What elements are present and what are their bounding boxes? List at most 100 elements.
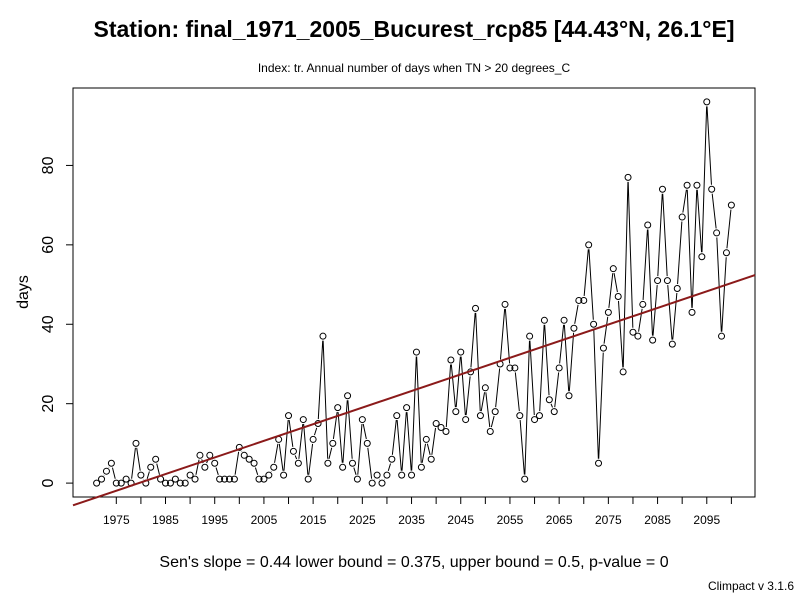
version-text: Climpact v 3.1.6 <box>708 579 794 593</box>
data-point <box>516 412 524 420</box>
data-point <box>299 416 307 424</box>
data-point <box>609 265 617 273</box>
data-point <box>422 435 430 443</box>
data-point <box>176 479 184 487</box>
y-tick-label: 80 <box>40 156 57 174</box>
data-point <box>171 475 179 483</box>
data-point <box>240 451 248 459</box>
data-point <box>599 344 607 352</box>
y-tick-label: 0 <box>40 479 57 488</box>
data-point <box>363 439 371 447</box>
data-point <box>673 285 681 293</box>
data-point <box>526 332 534 340</box>
data-point <box>506 364 514 372</box>
y-tick-label: 40 <box>40 315 57 333</box>
data-point <box>339 463 347 471</box>
data-point <box>260 475 268 483</box>
data-point <box>230 475 238 483</box>
data-point <box>713 229 721 237</box>
x-tick-label: 1975 <box>103 513 130 527</box>
x-tick-label: 2025 <box>349 513 376 527</box>
data-point <box>294 459 302 467</box>
data-point <box>250 459 258 467</box>
data-point <box>604 308 612 316</box>
data-point <box>398 471 406 479</box>
data-point <box>457 348 465 356</box>
data-point <box>137 471 145 479</box>
data-point <box>403 404 411 412</box>
chart-title: Station: final_1971_2005_Bucurest_rcp85 … <box>94 16 735 42</box>
data-point <box>383 471 391 479</box>
data-point <box>535 412 543 420</box>
data-point <box>555 364 563 372</box>
series-layer <box>93 98 735 487</box>
data-point <box>678 213 686 221</box>
data-point <box>221 475 229 483</box>
data-point <box>93 479 101 487</box>
chart-subtitle: Index: tr. Annual number of days when TN… <box>258 61 571 75</box>
data-point <box>152 455 160 463</box>
data-point <box>378 479 386 487</box>
data-point <box>437 424 445 432</box>
data-point <box>255 475 263 483</box>
data-point <box>132 439 140 447</box>
data-point <box>265 471 273 479</box>
data-point <box>575 296 583 304</box>
y-tick-label: 20 <box>40 395 57 413</box>
y-tick-label: 60 <box>40 236 57 254</box>
data-point <box>196 451 204 459</box>
data-point <box>245 455 253 463</box>
data-point <box>595 459 603 467</box>
data-point <box>624 173 632 181</box>
data-point <box>442 427 450 435</box>
data-point <box>693 181 701 189</box>
data-point <box>112 479 120 487</box>
data-point <box>634 332 642 340</box>
x-tick-label: 2085 <box>644 513 671 527</box>
data-point <box>368 479 376 487</box>
data-point <box>358 416 366 424</box>
data-point <box>658 185 666 193</box>
data-point <box>476 412 484 420</box>
x-tick-label: 1985 <box>152 513 179 527</box>
data-point <box>447 356 455 364</box>
data-point <box>649 336 657 344</box>
data-point <box>98 475 106 483</box>
data-point <box>334 404 342 412</box>
data-point <box>147 463 155 471</box>
data-point <box>703 98 711 106</box>
data-point <box>545 396 553 404</box>
data-point <box>629 328 637 336</box>
data-point <box>491 408 499 416</box>
x-tick-label: 2035 <box>398 513 425 527</box>
data-point <box>663 277 671 285</box>
x-tick-label: 2095 <box>693 513 720 527</box>
data-point <box>462 416 470 424</box>
data-point <box>708 185 716 193</box>
x-tick-label: 1995 <box>201 513 228 527</box>
x-tick-label: 2065 <box>546 513 573 527</box>
data-point <box>102 467 110 475</box>
data-point <box>166 479 174 487</box>
data-point <box>722 249 730 257</box>
data-point <box>644 221 652 229</box>
trend-layer <box>72 274 756 507</box>
data-point <box>619 368 627 376</box>
data-point <box>639 300 647 308</box>
data-point <box>668 340 676 348</box>
data-point <box>531 416 539 424</box>
data-point <box>486 427 494 435</box>
x-tick-label: 2075 <box>595 513 622 527</box>
data-point <box>590 320 598 328</box>
data-point <box>688 308 696 316</box>
x-tick-label: 2055 <box>497 513 524 527</box>
data-point <box>122 475 130 483</box>
data-point <box>388 455 396 463</box>
x-axis: 1975 1985 1995 2005 2015 2025 2035 2045 2055 2065… <box>103 496 732 527</box>
data-point <box>614 292 622 300</box>
data-point <box>201 463 209 471</box>
data-point <box>412 348 420 356</box>
data-point <box>270 463 278 471</box>
data-point <box>560 316 568 324</box>
data-point <box>683 181 691 189</box>
